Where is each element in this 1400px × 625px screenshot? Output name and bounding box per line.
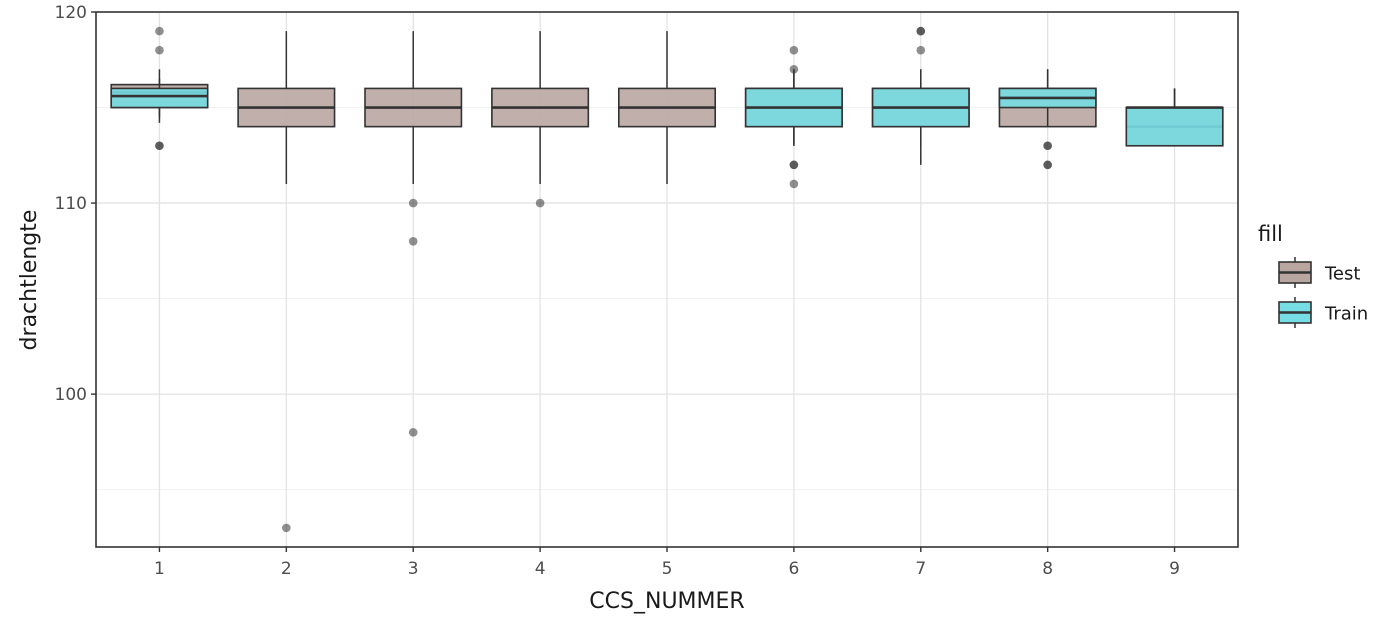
box-test-3: [364, 31, 463, 437]
outlier-point: [155, 45, 164, 55]
axes: 100 110 120 1 2 3 4 5 6 7 8 9: [55, 3, 1180, 579]
x-tick-label: 5: [662, 559, 673, 579]
outlier-point: [789, 45, 799, 55]
outlier-point: [916, 45, 926, 55]
outlier-point: [282, 523, 291, 533]
x-tick-label: 1: [154, 559, 165, 579]
x-tick-label: 7: [915, 559, 926, 579]
box-train-7: [871, 26, 970, 146]
outlier-point: [789, 65, 799, 74]
box-body: [110, 87, 209, 109]
box-body: [1125, 106, 1224, 147]
legend: fill Test Train: [1258, 222, 1368, 328]
x-axis-title: CCS_NUMMER: [589, 589, 744, 614]
outlier-point: [155, 141, 164, 151]
legend-entry-test: Test: [1278, 257, 1360, 288]
outlier-point: [408, 198, 418, 208]
box-test-4: [491, 31, 590, 208]
legend-entry-train: Train: [1278, 297, 1368, 328]
outlier-point: [1043, 160, 1052, 170]
y-tick-label: 120: [55, 3, 87, 23]
outlier-point: [408, 236, 418, 246]
x-tick-label: 9: [1169, 559, 1180, 579]
outlier-point: [408, 428, 418, 437]
outlier-point: [535, 198, 545, 208]
box-train-1: [110, 78, 209, 151]
x-tick-label: 4: [535, 559, 546, 579]
outlier-point: [916, 26, 926, 36]
x-tick-label: 6: [788, 559, 799, 579]
legend-label: Test: [1324, 264, 1360, 285]
outlier-point: [155, 26, 164, 36]
legend-title: fill: [1258, 222, 1283, 246]
outlier-point: [789, 160, 799, 170]
box-train-6: [744, 65, 843, 170]
boxes: [110, 26, 1224, 533]
box-test-2: [237, 31, 336, 533]
x-tick-label: 2: [281, 559, 292, 579]
legend-label: Train: [1324, 304, 1368, 325]
box-train-8: [998, 69, 1097, 170]
y-tick-label: 110: [55, 194, 87, 214]
outlier-point: [1043, 141, 1052, 151]
y-tick-label: 100: [55, 385, 87, 405]
outlier-point: [789, 179, 799, 189]
box-train-9: [1125, 88, 1224, 147]
box-test-5: [617, 31, 717, 184]
x-tick-label: 3: [408, 559, 419, 579]
y-axis-title: drachtlengte: [17, 210, 42, 351]
x-tick-label: 8: [1042, 559, 1053, 579]
